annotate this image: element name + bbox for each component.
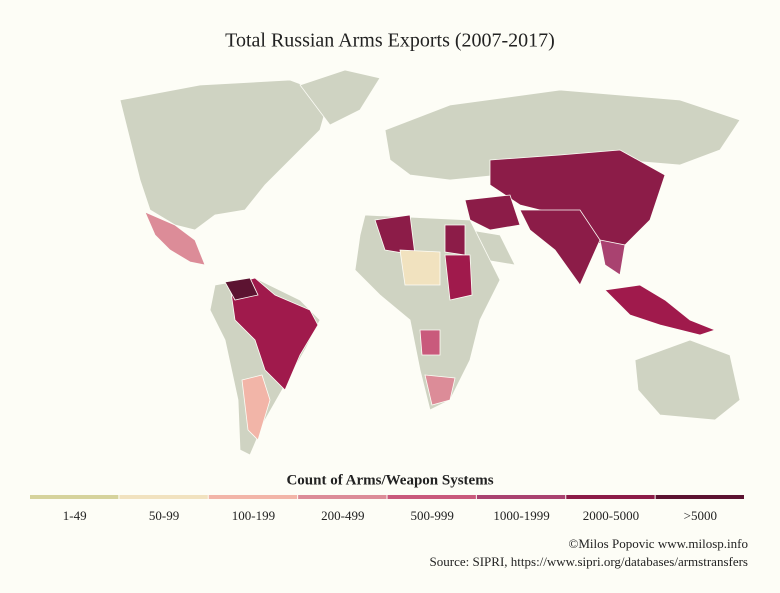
land (144, 211, 206, 266)
land (299, 69, 381, 126)
land (444, 224, 466, 256)
legend: 1-49 50-99 100-199 200-499 500-999 1000-1999 2… (30, 495, 744, 523)
legend-label: 1000-1999 (493, 508, 549, 523)
legend-label: 50-99 (149, 508, 179, 523)
title: Total Russian Arms Exports (2007-2017) (225, 30, 555, 52)
legend-label: 100-199 (232, 508, 275, 523)
land (384, 89, 741, 181)
land (241, 374, 271, 441)
land (599, 239, 626, 276)
author-credit: ©Milos Popovic www.milosp.info (569, 536, 749, 551)
land (424, 374, 456, 406)
legend-swatch (30, 495, 119, 499)
legend-swatch (298, 495, 387, 499)
legend-label: >5000 (684, 508, 717, 523)
legend-swatch (655, 495, 744, 499)
legend-label: 500-999 (411, 508, 454, 523)
legend-swatch (566, 495, 655, 499)
land (224, 277, 259, 301)
legend-swatch (208, 495, 298, 499)
land (399, 249, 441, 286)
legend-swatch (476, 495, 566, 499)
legend-title: Count of Arms/Weapon Systems (286, 472, 493, 488)
legend-label: 2000-5000 (583, 508, 639, 523)
land (444, 254, 473, 301)
land (634, 339, 741, 421)
land (604, 284, 717, 336)
legend-swatch (387, 495, 476, 499)
land (229, 277, 319, 391)
legend-label: 200-499 (321, 508, 364, 523)
land (519, 209, 601, 286)
legend-swatch (119, 495, 208, 499)
land (419, 329, 441, 356)
land (464, 194, 521, 231)
world-map (119, 69, 741, 456)
legend-label: 1-49 (63, 508, 87, 523)
source-credit: Source: SIPRI, https://www.sipri.org/dat… (430, 554, 748, 569)
